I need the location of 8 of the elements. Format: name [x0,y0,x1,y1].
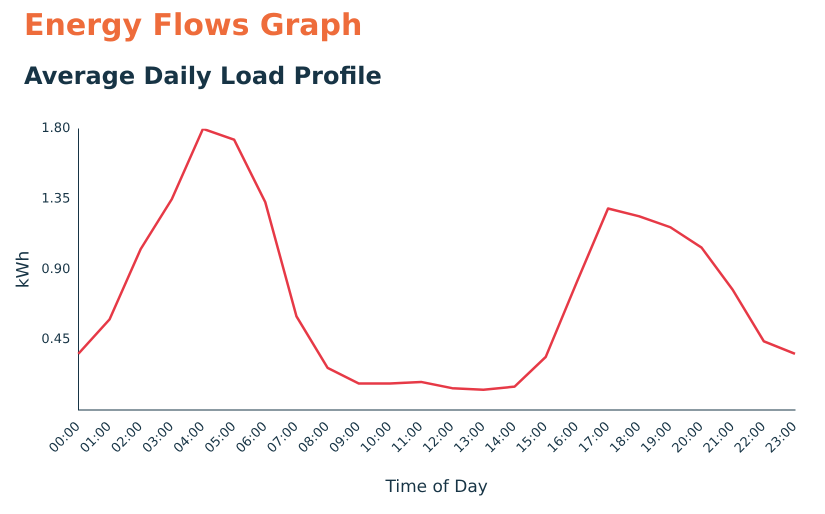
chart-subtitle: Average Daily Load Profile [24,62,382,90]
y-tick-label: 0.45 [41,332,70,348]
y-tick-label: 1.80 [41,121,70,136]
y-tick-label: 1.35 [41,191,70,206]
y-tick-label: 0.90 [41,262,70,277]
chart-title: Energy Flows Graph [24,8,362,43]
y-axis-title: kWh [14,250,34,288]
x-axis-title: Time of Day [384,477,488,498]
